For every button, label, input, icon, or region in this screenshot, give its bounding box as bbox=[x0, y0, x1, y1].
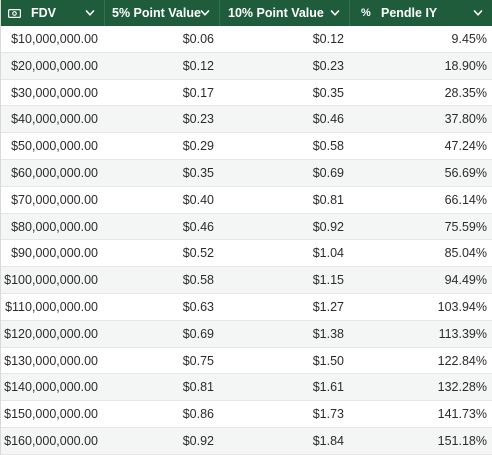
column-header-fdv[interactable]: FDV bbox=[1, 0, 105, 26]
column-header-label: FDV bbox=[31, 6, 56, 20]
table-row[interactable]: $70,000,000.00 $0.40 $0.81 66.14% bbox=[1, 187, 492, 214]
table-row[interactable]: $50,000,000.00 $0.29 $0.58 47.24% bbox=[1, 133, 492, 160]
table-row[interactable]: $20,000,000.00 $0.12 $0.23 18.90% bbox=[1, 52, 492, 80]
point-value-5pct-cell[interactable]: $0.52 bbox=[182, 246, 214, 261]
fdv-cell[interactable]: $140,000,000.00 bbox=[4, 380, 98, 395]
table-row[interactable]: $90,000,000.00 $0.52 $1.04 85.04% bbox=[1, 240, 492, 268]
chevron-down-icon[interactable] bbox=[85, 8, 95, 18]
pendle-iy-cell[interactable]: 75.59% bbox=[444, 219, 487, 234]
chevron-down-icon[interactable] bbox=[200, 8, 210, 18]
table-row[interactable]: $40,000,000.00 $0.23 $0.46 37.80% bbox=[1, 106, 492, 134]
pendle-iy-cell[interactable]: 122.84% bbox=[437, 353, 487, 368]
table-row[interactable]: $30,000,000.00 $0.17 $0.35 28.35% bbox=[1, 80, 492, 107]
table-row[interactable]: $160,000,000.00 $0.92 $1.84 151.18% bbox=[1, 427, 492, 455]
table-header: FDV 5% Point Value 10% Point Value % Pen… bbox=[1, 0, 492, 26]
table-row[interactable]: $140,000,000.00 $0.81 $1.61 132.28% bbox=[1, 374, 492, 402]
point-value-5pct-cell[interactable]: $0.46 bbox=[182, 219, 214, 234]
table-body: $10,000,000.00 $0.06 $0.12 9.45% $20,000,000… bbox=[1, 26, 492, 455]
pendle-iy-cell[interactable]: 56.69% bbox=[444, 165, 487, 180]
point-value-10pct-cell[interactable]: $1.15 bbox=[312, 273, 344, 288]
point-value-10pct-cell[interactable]: $1.38 bbox=[312, 326, 344, 341]
pendle-iy-cell[interactable]: 18.90% bbox=[444, 58, 487, 73]
pendle-iy-cell[interactable]: 9.45% bbox=[451, 32, 487, 46]
pendle-iy-cell[interactable]: 141.73% bbox=[437, 407, 487, 422]
fdv-cell[interactable]: $120,000,000.00 bbox=[4, 326, 98, 341]
table-row[interactable]: $60,000,000.00 $0.35 $0.69 56.69% bbox=[1, 159, 492, 187]
fdv-cell[interactable]: $110,000,000.00 bbox=[5, 299, 98, 314]
column-header-5pct-point-value[interactable]: 5% Point Value bbox=[105, 0, 220, 26]
point-value-10pct-cell[interactable]: $0.69 bbox=[312, 165, 344, 180]
fdv-cell[interactable]: $150,000,000.00 bbox=[4, 407, 98, 422]
point-value-5pct-cell[interactable]: $0.35 bbox=[182, 165, 214, 180]
table-row[interactable]: $150,000,000.00 $0.86 $1.73 141.73% bbox=[1, 401, 492, 428]
table-row[interactable]: $10,000,000.00 $0.06 $0.12 9.45% bbox=[1, 26, 492, 53]
table-row[interactable]: $100,000,000.00 $0.58 $1.15 94.49% bbox=[1, 267, 492, 294]
point-value-5pct-cell[interactable]: $0.40 bbox=[182, 192, 214, 207]
point-value-10pct-cell[interactable]: $1.61 bbox=[312, 380, 344, 395]
column-header-label: 5% Point Value bbox=[112, 6, 201, 20]
point-value-10pct-cell[interactable]: $0.58 bbox=[312, 139, 344, 154]
pendle-iy-cell[interactable]: 28.35% bbox=[444, 85, 487, 100]
point-value-10pct-cell[interactable]: $0.81 bbox=[312, 192, 344, 207]
fdv-cell[interactable]: $40,000,000.00 bbox=[11, 112, 98, 127]
fdv-cell[interactable]: $20,000,000.00 bbox=[11, 58, 98, 73]
point-value-5pct-cell[interactable]: $0.17 bbox=[182, 85, 214, 100]
fdv-cell[interactable]: $80,000,000.00 bbox=[11, 219, 98, 234]
pendle-iy-cell[interactable]: 37.80% bbox=[444, 112, 487, 127]
table-row[interactable]: $80,000,000.00 $0.46 $0.92 75.59% bbox=[1, 213, 492, 241]
column-header-10pct-point-value[interactable]: 10% Point Value bbox=[220, 0, 350, 26]
point-value-5pct-cell[interactable]: $0.12 bbox=[182, 58, 214, 73]
point-value-5pct-cell[interactable]: $0.75 bbox=[182, 353, 214, 368]
point-value-5pct-cell[interactable]: $0.69 bbox=[182, 326, 214, 341]
column-header-pendle-iy[interactable]: % Pendle IY bbox=[350, 0, 492, 26]
table-row[interactable]: $110,000,000.00 $0.63 $1.27 103.94% bbox=[1, 294, 492, 321]
point-value-10pct-cell[interactable]: $0.92 bbox=[312, 219, 344, 234]
point-value-10pct-cell[interactable]: $1.73 bbox=[312, 407, 344, 422]
pendle-iy-cell[interactable]: 103.94% bbox=[437, 299, 487, 314]
fdv-cell[interactable]: $60,000,000.00 bbox=[11, 165, 98, 180]
point-value-10pct-cell[interactable]: $0.35 bbox=[312, 85, 344, 100]
column-header-label: 10% Point Value bbox=[228, 6, 324, 20]
point-value-5pct-cell[interactable]: $0.92 bbox=[182, 433, 214, 448]
pendle-iy-cell[interactable]: 85.04% bbox=[444, 246, 487, 261]
money-bill-icon bbox=[8, 0, 25, 26]
point-value-10pct-cell[interactable]: $1.04 bbox=[312, 246, 344, 261]
pendle-iy-cell[interactable]: 113.39% bbox=[438, 326, 487, 341]
table-row[interactable]: $130,000,000.00 $0.75 $1.50 122.84% bbox=[1, 348, 492, 375]
pendle-iy-cell[interactable]: 94.49% bbox=[444, 273, 487, 288]
point-value-5pct-cell[interactable]: $0.29 bbox=[182, 139, 214, 154]
point-value-10pct-cell[interactable]: $0.12 bbox=[312, 32, 344, 46]
point-value-10pct-cell[interactable]: $0.46 bbox=[312, 112, 344, 127]
pendle-iy-cell[interactable]: 132.28% bbox=[437, 380, 487, 395]
fdv-cell[interactable]: $100,000,000.00 bbox=[4, 273, 98, 288]
fdv-cell[interactable]: $50,000,000.00 bbox=[11, 139, 98, 154]
column-header-label: Pendle IY bbox=[381, 6, 438, 20]
pendle-iy-cell[interactable]: 151.18% bbox=[437, 433, 487, 448]
point-value-10pct-cell[interactable]: $0.23 bbox=[312, 58, 344, 73]
percent-icon: % bbox=[361, 7, 371, 19]
point-value-5pct-cell[interactable]: $0.86 bbox=[182, 407, 214, 422]
chevron-down-icon[interactable] bbox=[473, 8, 483, 18]
table-row[interactable]: $120,000,000.00 $0.69 $1.38 113.39% bbox=[1, 320, 492, 348]
pendle-iy-cell[interactable]: 66.14% bbox=[444, 192, 487, 207]
point-value-5pct-cell[interactable]: $0.63 bbox=[182, 299, 214, 314]
point-value-5pct-cell[interactable]: $0.23 bbox=[182, 112, 214, 127]
point-value-5pct-cell[interactable]: $0.06 bbox=[182, 32, 214, 46]
point-value-10pct-cell[interactable]: $1.27 bbox=[312, 299, 344, 314]
fdv-cell[interactable]: $10,000,000.00 bbox=[11, 32, 98, 46]
chevron-down-icon[interactable] bbox=[330, 8, 340, 18]
point-value-5pct-cell[interactable]: $0.58 bbox=[182, 273, 214, 288]
fdv-cell[interactable]: $90,000,000.00 bbox=[11, 246, 98, 261]
fdv-cell[interactable]: $30,000,000.00 bbox=[11, 85, 98, 100]
pendle-iy-cell[interactable]: 47.24% bbox=[444, 139, 487, 154]
point-value-5pct-cell[interactable]: $0.81 bbox=[182, 380, 214, 395]
point-value-10pct-cell[interactable]: $1.84 bbox=[312, 433, 344, 448]
fdv-cell[interactable]: $70,000,000.00 bbox=[11, 192, 98, 207]
fdv-cell[interactable]: $160,000,000.00 bbox=[4, 433, 98, 448]
fdv-cell[interactable]: $130,000,000.00 bbox=[4, 353, 98, 368]
point-value-10pct-cell[interactable]: $1.50 bbox=[312, 353, 344, 368]
